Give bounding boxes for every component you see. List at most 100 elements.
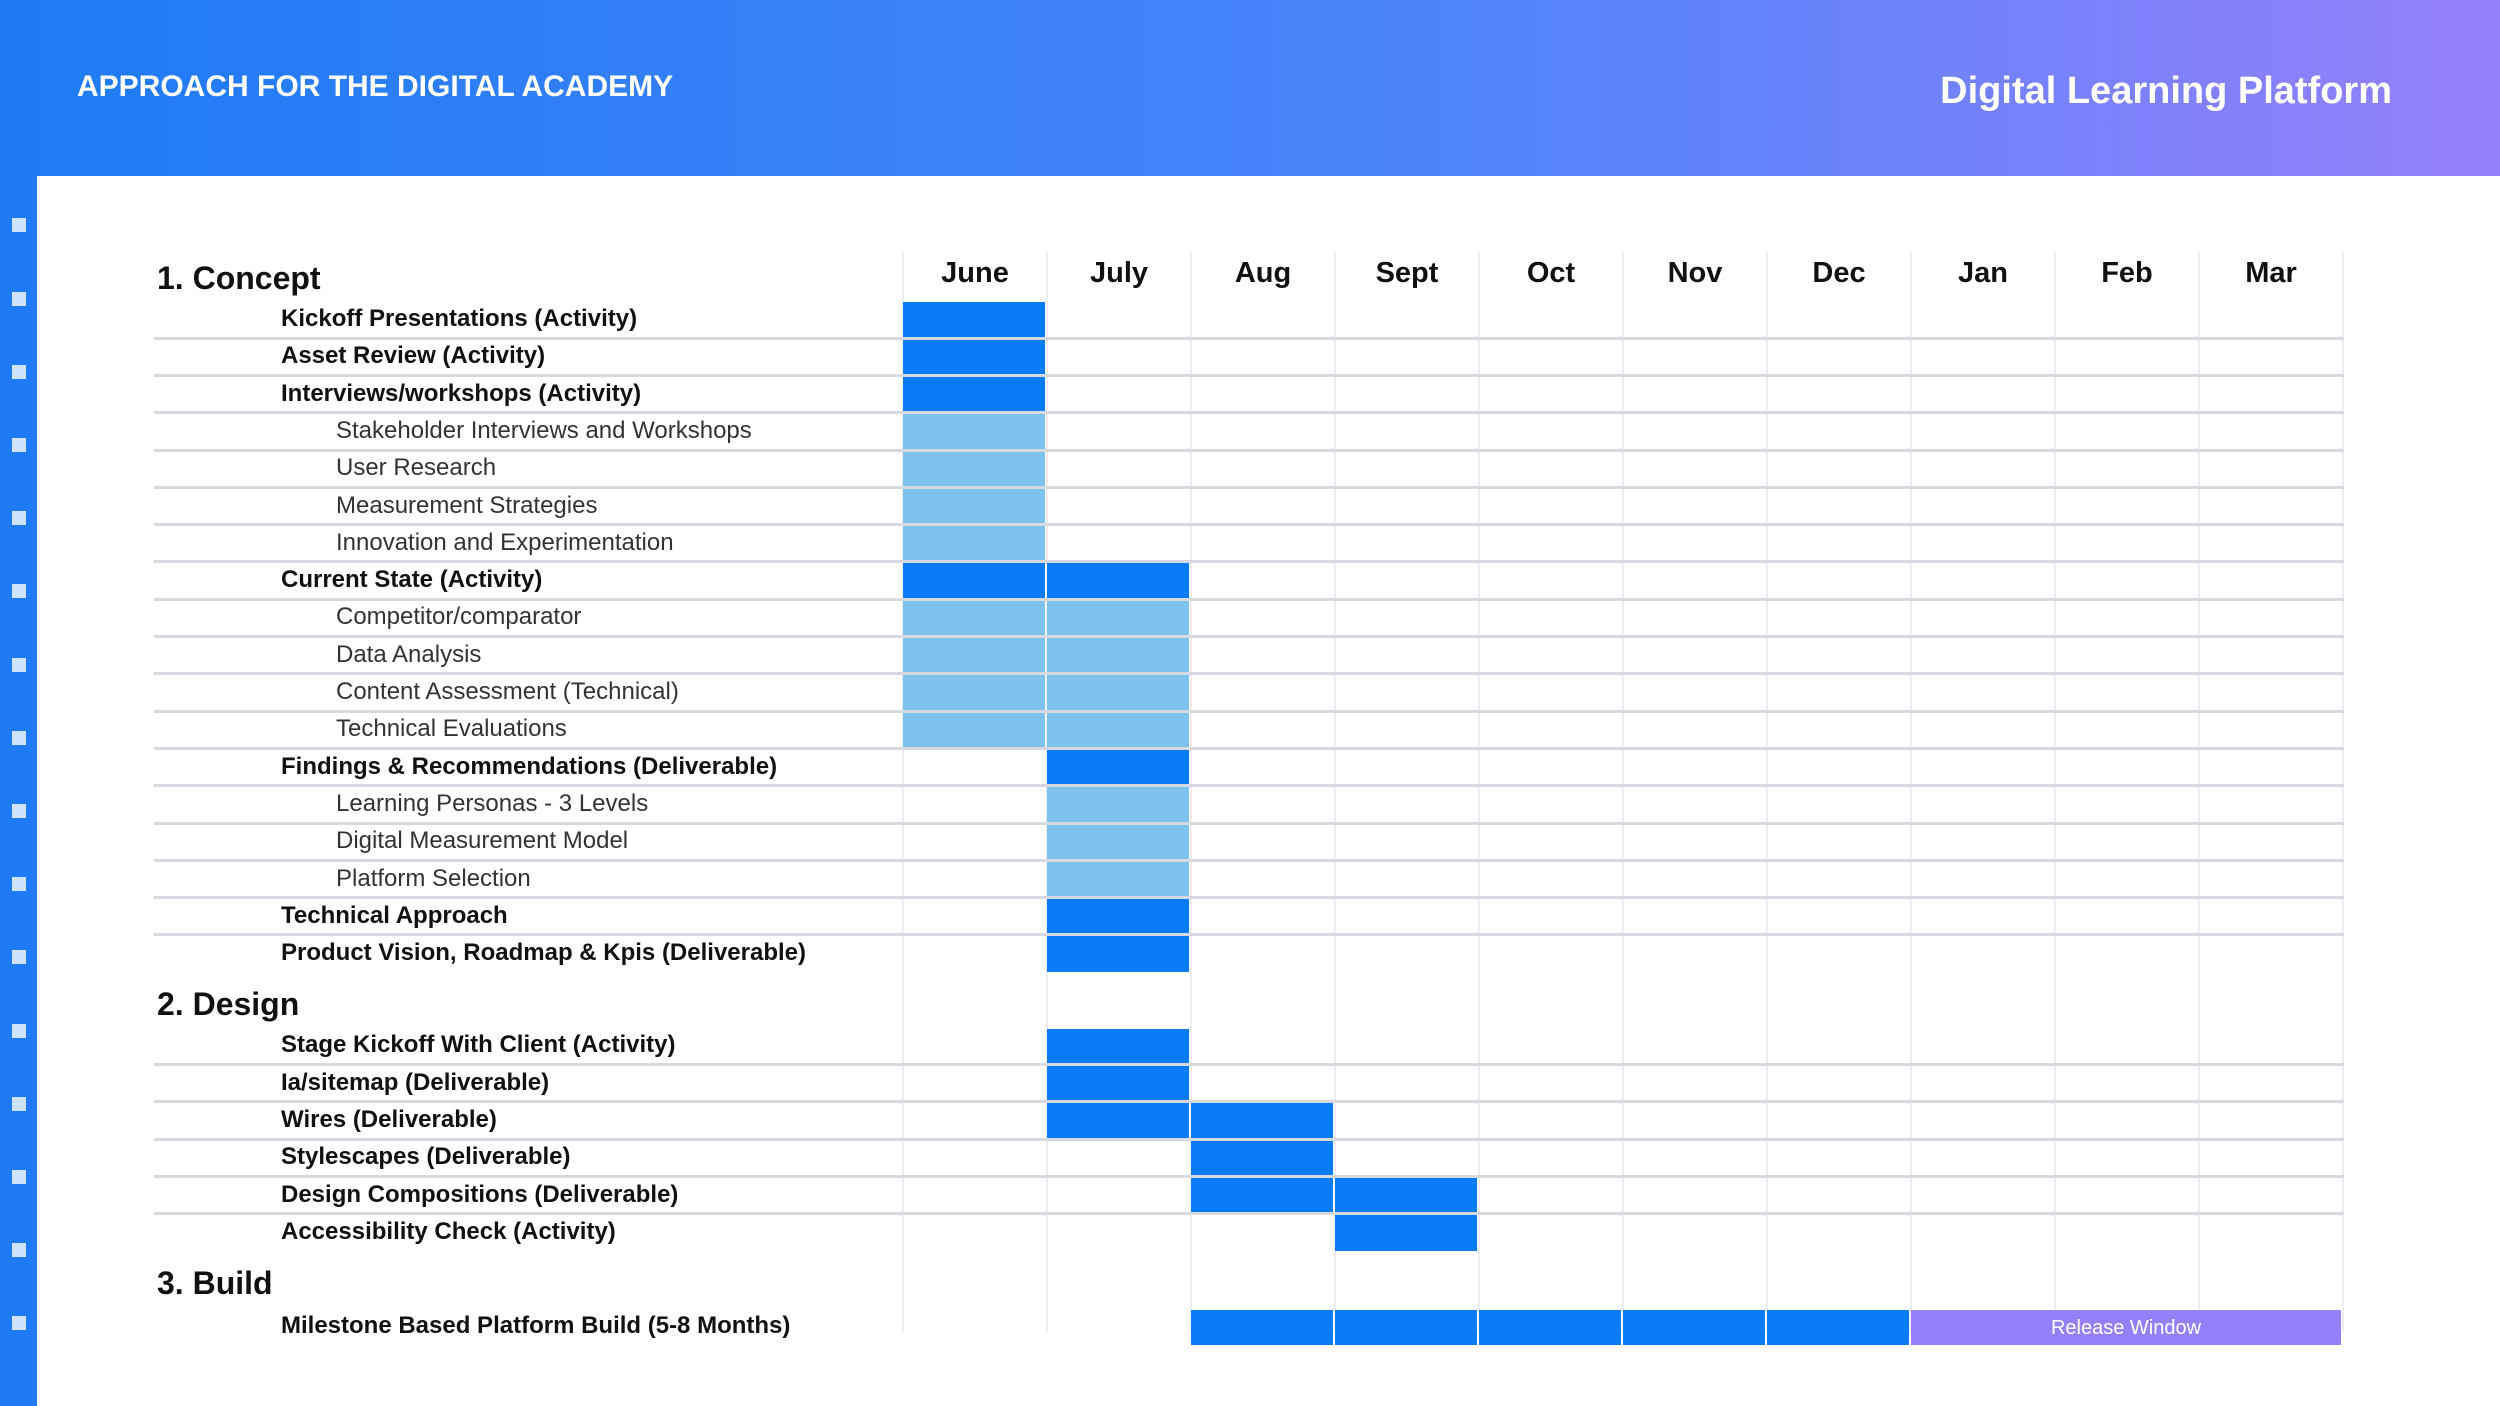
task-label: Product Vision, Roadmap & Kpis (Delivera… — [281, 939, 806, 967]
row-separator — [154, 411, 2344, 415]
row-separator — [154, 858, 2344, 862]
row-separator — [154, 523, 2344, 527]
gantt-bar-sept — [1335, 1177, 1477, 1214]
gantt-bar-july — [1047, 712, 1189, 748]
month-label-june: June — [941, 257, 1009, 289]
grid-vline — [2342, 252, 2344, 1332]
gantt-bar-july — [1047, 563, 1189, 599]
gantt-bar-june — [903, 414, 1045, 450]
grid-vline — [2054, 252, 2056, 1332]
strip-dot — [12, 730, 26, 745]
gantt-bar-nov — [1623, 1309, 1765, 1345]
subtask-label: Stakeholder Interviews and Workshops — [336, 416, 752, 444]
row-separator — [154, 821, 2344, 825]
task-label: Wires (Deliverable) — [281, 1106, 497, 1133]
subtask-label: Measurement Strategies — [336, 491, 598, 519]
subtask-label: Platform Selection — [336, 864, 531, 892]
gantt-bar-june — [903, 302, 1045, 338]
gantt-bar-dec — [1767, 1309, 1909, 1345]
strip-dot — [12, 1243, 26, 1258]
gantt-bar-aug — [1191, 1140, 1333, 1176]
gantt-bar-june — [903, 451, 1045, 487]
gantt-bar-july — [1047, 824, 1189, 860]
row-separator — [154, 746, 2344, 750]
gantt-bar-june — [903, 339, 1045, 375]
gantt-bar-aug — [1191, 1309, 1333, 1345]
gantt-bar-aug — [1191, 1103, 1333, 1139]
task-label: Ia/sitemap (Deliverable) — [281, 1068, 550, 1096]
gantt-bar-july — [1047, 638, 1189, 674]
grid-vline — [1766, 252, 1768, 1332]
month-label-aug: Aug — [1234, 257, 1292, 289]
task-label: Findings & Recommendations (Deliverable) — [281, 752, 778, 780]
row-separator — [154, 672, 2344, 676]
month-label-sept: Sept — [1375, 257, 1439, 289]
strip-dot — [12, 511, 26, 526]
month-label-nov: Nov — [1667, 257, 1723, 289]
strip-dot — [12, 438, 26, 452]
row-separator — [154, 1137, 2344, 1141]
row-separator — [154, 709, 2344, 713]
gantt-bar-oct — [1479, 1309, 1621, 1345]
gantt-bar-july — [1047, 899, 1189, 935]
task-label: Stylescapes (Deliverable) — [281, 1143, 571, 1171]
strip-dot — [12, 1170, 26, 1184]
strip-dot — [12, 1316, 26, 1331]
section-title: 2. Design — [157, 986, 300, 1023]
row-separator — [154, 597, 2344, 601]
strip-dot — [12, 1023, 26, 1038]
subtask-label: User Research — [336, 454, 497, 482]
gantt-bar-june — [903, 488, 1045, 525]
row-separator — [154, 1212, 2344, 1216]
brand-title: Digital Learning Platform — [1940, 70, 2392, 112]
grid-vline — [1190, 252, 1192, 1332]
grid-vline — [2198, 252, 2200, 1332]
subtask-label: Innovation and Experimentation — [336, 528, 674, 556]
gantt-bar-july — [1047, 749, 1189, 786]
strip-dot — [12, 218, 26, 233]
task-label: Stage Kickoff With Client (Activity) — [281, 1031, 676, 1059]
subtask-label: Competitor/comparator — [336, 603, 582, 631]
section-title: 1. Concept — [157, 260, 321, 296]
row-separator — [154, 635, 2344, 639]
task-label: Milestone Based Platform Build (5-8 Mont… — [281, 1312, 791, 1340]
strip-dot — [12, 584, 26, 599]
row-separator — [154, 560, 2344, 564]
subtask-label: Technical Evaluations — [336, 715, 567, 743]
gantt-bar-june — [903, 638, 1045, 674]
gantt-bar-aug — [1191, 1177, 1333, 1214]
gantt-bar-june — [903, 526, 1045, 562]
strip-dot — [12, 950, 26, 965]
gantt-bar-sept — [1335, 1309, 1477, 1345]
gantt-bar-june — [903, 376, 1045, 413]
gantt-bar-july — [1047, 936, 1189, 972]
row-separator — [154, 448, 2344, 452]
gantt-bar-july — [1047, 1028, 1189, 1065]
gantt-bar-july — [1047, 861, 1189, 898]
gantt-bar-june — [903, 675, 1045, 711]
month-label-jan: Jan — [1958, 257, 2008, 289]
strip-dot — [12, 657, 26, 672]
gantt-bar-july — [1047, 787, 1189, 823]
strip-dot — [12, 877, 26, 892]
gantt-bar-sept — [1335, 1215, 1477, 1251]
strip-dot — [12, 804, 26, 818]
gantt-bar-july — [1047, 600, 1189, 637]
month-label-july: July — [1089, 257, 1149, 289]
grid-vline — [902, 252, 904, 1332]
subtask-label: Learning Personas - 3 Levels — [336, 789, 649, 817]
grid-vline — [1334, 252, 1336, 1332]
gantt-bar-june — [903, 563, 1045, 599]
month-label-mar: Mar — [2245, 257, 2297, 289]
row-separator — [154, 1174, 2344, 1178]
strip-dot — [12, 364, 26, 379]
month-label-feb: Feb — [2101, 257, 2153, 289]
task-label: Technical Approach — [281, 901, 508, 929]
strip-dot — [12, 1096, 26, 1111]
grid-vline — [1622, 252, 1624, 1332]
gantt-bar-july — [1047, 1066, 1189, 1102]
subtask-label: Data Analysis — [336, 640, 482, 668]
row-separator — [154, 896, 2344, 900]
task-label: Interviews/workshops (Activity) — [281, 379, 642, 407]
